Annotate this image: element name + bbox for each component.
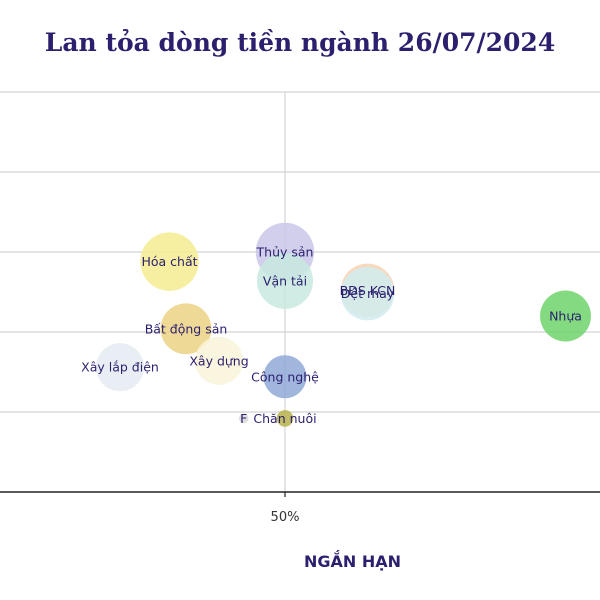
bubble-point[interactable] [194, 336, 244, 385]
bubble-label: Bất động sản [145, 321, 228, 336]
chart-title: Lan tỏa dòng tiền ngành 26/07/2024 [44, 28, 556, 57]
bubble-label: Dệt may [341, 286, 395, 301]
bubble-point[interactable] [276, 410, 294, 427]
bubble-label: Vận tải [263, 273, 307, 288]
bubble-point[interactable] [540, 290, 591, 342]
bubble-label: Xây lắp điện [81, 360, 159, 375]
bubble-label: Xây dựng [189, 353, 248, 368]
x-tick-label: 50% [271, 510, 300, 525]
axis-layer: 25%50%75%100% [0, 491, 600, 525]
bubble-layer [95, 222, 591, 427]
bubble-label: Chăn nuôi [253, 411, 316, 426]
bubble-label: F [240, 411, 247, 426]
bubble-point[interactable] [140, 232, 199, 291]
bubble-label: Nhựa [549, 309, 582, 324]
bubble-label: Thủy sản [256, 245, 314, 260]
label-layer: Ngân hàngHàng khôngĐườngDầu khíCao suNhự… [81, 245, 582, 426]
bubble-point[interactable] [263, 355, 307, 399]
bubble-label: Hóa chất [141, 254, 197, 269]
x-axis-title: NGẮN HẠN [303, 552, 402, 571]
bubble-label: Công nghệ [251, 369, 319, 384]
bubble-point[interactable] [238, 413, 249, 424]
bubble-point[interactable] [160, 303, 212, 355]
bubble-point[interactable] [340, 266, 395, 321]
bubble-point[interactable] [95, 343, 145, 392]
bubble-point[interactable] [256, 252, 314, 309]
bubble-label: BĐS KCN [340, 283, 396, 298]
